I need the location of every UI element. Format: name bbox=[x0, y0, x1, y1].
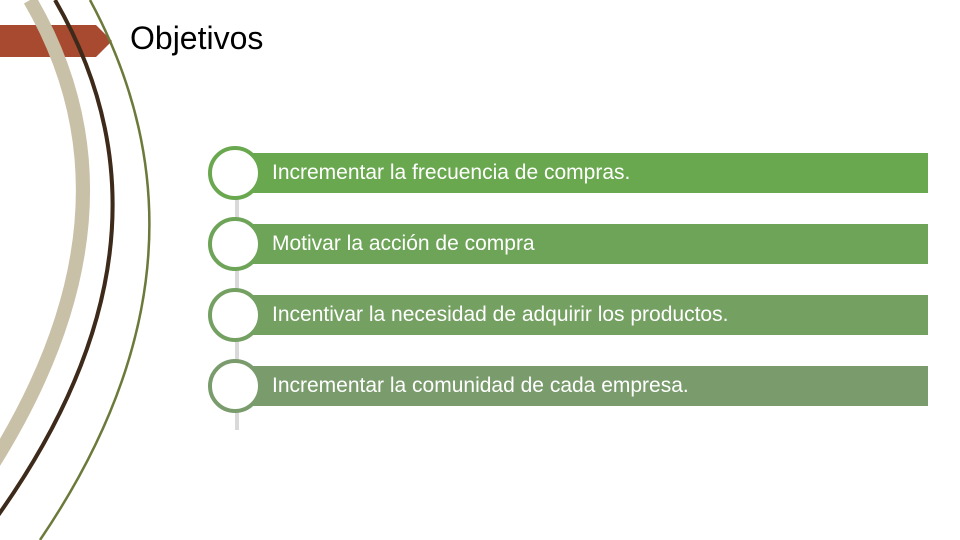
slide: { "title": "Objetivos", "accent_color": … bbox=[0, 0, 960, 540]
title-accent-bar bbox=[0, 25, 112, 57]
list-item: Motivar la acción de compra bbox=[208, 221, 928, 267]
slide-title: Objetivos bbox=[130, 20, 263, 57]
curve-2 bbox=[0, 0, 113, 540]
item-bar: Incrementar la comunidad de cada empresa… bbox=[248, 366, 928, 406]
item-circle bbox=[208, 146, 262, 200]
item-label: Motivar la acción de compra bbox=[272, 232, 535, 256]
item-circle bbox=[208, 288, 262, 342]
list-item: Incrementar la frecuencia de compras. bbox=[208, 150, 928, 196]
objectives-list: Incrementar la frecuencia de compras. Mo… bbox=[208, 150, 928, 434]
list-item: Incentivar la necesidad de adquirir los … bbox=[208, 292, 928, 338]
accent-polygon bbox=[0, 25, 112, 57]
item-circle bbox=[208, 217, 262, 271]
item-label: Incentivar la necesidad de adquirir los … bbox=[272, 303, 728, 327]
item-label: Incrementar la frecuencia de compras. bbox=[272, 161, 630, 185]
curve-3 bbox=[0, 0, 83, 540]
curve-1 bbox=[40, 0, 149, 540]
item-label: Incrementar la comunidad de cada empresa… bbox=[272, 374, 689, 398]
list-item: Incrementar la comunidad de cada empresa… bbox=[208, 363, 928, 409]
item-circle bbox=[208, 359, 262, 413]
item-bar: Incrementar la frecuencia de compras. bbox=[248, 153, 928, 193]
item-bar: Incentivar la necesidad de adquirir los … bbox=[248, 295, 928, 335]
item-bar: Motivar la acción de compra bbox=[248, 224, 928, 264]
